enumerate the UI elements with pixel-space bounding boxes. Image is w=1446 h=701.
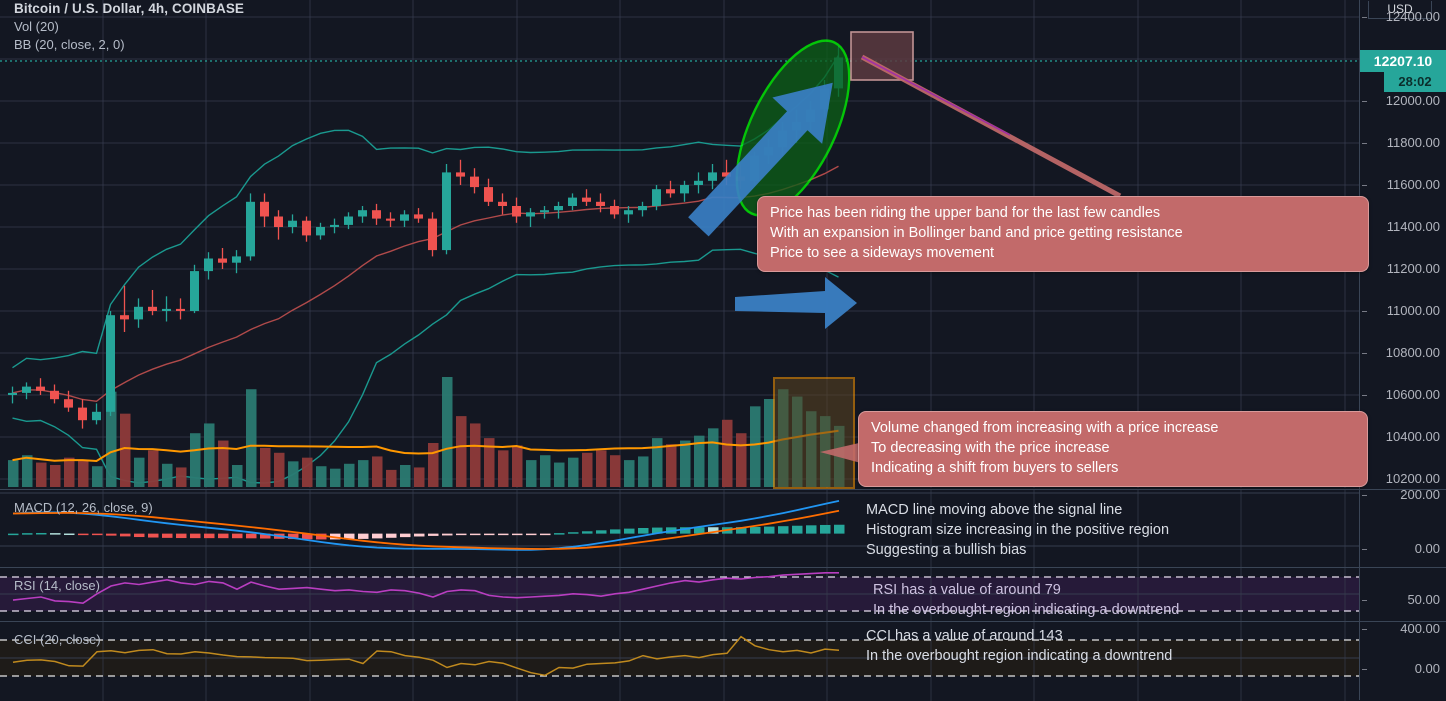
axis-pane-separator: [1360, 621, 1446, 622]
axis-tick-mark: [1362, 669, 1367, 670]
axis-pane-separator: [1360, 489, 1446, 490]
annotation-volume-line-2: To decreasing with the price increase: [871, 440, 1110, 456]
annotation-rsi-line-1: RSI has a value of around 79: [873, 582, 1061, 598]
annotation-volume-note[interactable]: Volume changed from increasing with a pr…: [858, 411, 1368, 487]
annotation-cci-line-2: In the overbought region indicating a do…: [866, 648, 1173, 664]
axis-tick-price: 10400.00: [1385, 429, 1440, 444]
axis-tick-price: 11200.00: [1386, 261, 1440, 276]
axis-tick-price: 10800.00: [1385, 345, 1440, 360]
axis-pane-separator: [1360, 567, 1446, 568]
cci-pane[interactable]: [0, 621, 1360, 701]
axis-tick-mark: [1362, 311, 1367, 312]
annotation-macd-note[interactable]: MACD line moving above the signal line H…: [866, 500, 1169, 560]
axis-tick-price: 10600.00: [1385, 387, 1440, 402]
annotation-volume-line-3: Indicating a shift from buyers to seller…: [871, 460, 1119, 476]
annotation-rsi-note[interactable]: RSI has a value of around 79 In the over…: [873, 580, 1179, 620]
annotation-price-line-1: Price has been riding the upper band for…: [770, 205, 1161, 221]
axis-tick-macd: 0.00: [1414, 541, 1440, 556]
price-axis[interactable]: USD 12207.10 28:02 12400.00 12000.00 11800…: [1359, 0, 1446, 700]
annotation-cci-line-1: CCI has a value of around 143: [866, 628, 1063, 644]
axis-tick-price: 11000.00: [1386, 303, 1440, 318]
annotation-cci-note[interactable]: CCI has a value of around 143 In the ove…: [866, 626, 1172, 666]
bar-countdown-badge: 28:02: [1384, 72, 1446, 92]
macd-pane[interactable]: [0, 489, 1360, 567]
axis-currency-label: USD: [1368, 1, 1432, 19]
axis-tick-macd: 200.00: [1400, 487, 1440, 502]
axis-tick-mark: [1362, 495, 1367, 496]
annotation-price-note[interactable]: Price has been riding the upper band for…: [757, 196, 1369, 272]
axis-tick-mark: [1362, 143, 1367, 144]
axis-tick-price: 12400.00: [1385, 9, 1440, 24]
annotation-volume-line-1: Volume changed from increasing with a pr…: [871, 420, 1219, 436]
axis-tick-mark: [1362, 549, 1367, 550]
axis-tick-mark: [1362, 353, 1367, 354]
axis-tick-price: 11600.00: [1386, 177, 1440, 192]
annotation-macd-line-2: Histogram size increasing in the positiv…: [866, 522, 1170, 538]
axis-tick-price: 10200.00: [1385, 471, 1440, 486]
axis-tick-rsi: 50.00: [1407, 592, 1440, 607]
annotation-price-line-3: Price to see a sideways movement: [770, 245, 995, 261]
axis-tick-mark: [1362, 629, 1367, 630]
axis-tick-cci: 400.00: [1400, 621, 1440, 636]
rsi-pane[interactable]: [0, 567, 1360, 621]
annotation-price-line-2: With an expansion in Bollinger band and …: [770, 225, 1183, 241]
cci-chart-svg[interactable]: [0, 622, 1360, 701]
annotation-macd-line-1: MACD line moving above the signal line: [866, 502, 1123, 518]
axis-tick-mark: [1362, 17, 1367, 18]
axis-tick-mark: [1362, 600, 1367, 601]
annotation-macd-line-3: Suggesting a bullish bias: [866, 542, 1027, 558]
rsi-chart-svg[interactable]: [0, 568, 1360, 621]
axis-tick-cci: 0.00: [1414, 661, 1440, 676]
last-price-badge: 12207.10: [1360, 50, 1446, 72]
axis-tick-mark: [1362, 185, 1367, 186]
axis-tick-mark: [1362, 101, 1367, 102]
axis-tick-price: 11400.00: [1386, 219, 1440, 234]
axis-tick-price: 11800.00: [1386, 135, 1440, 150]
macd-chart-svg[interactable]: [0, 490, 1360, 567]
annotation-rsi-line-2: In the overbought region indicating a do…: [873, 602, 1180, 618]
axis-tick-mark: [1362, 395, 1367, 396]
axis-tick-price: 12000.00: [1385, 93, 1440, 108]
